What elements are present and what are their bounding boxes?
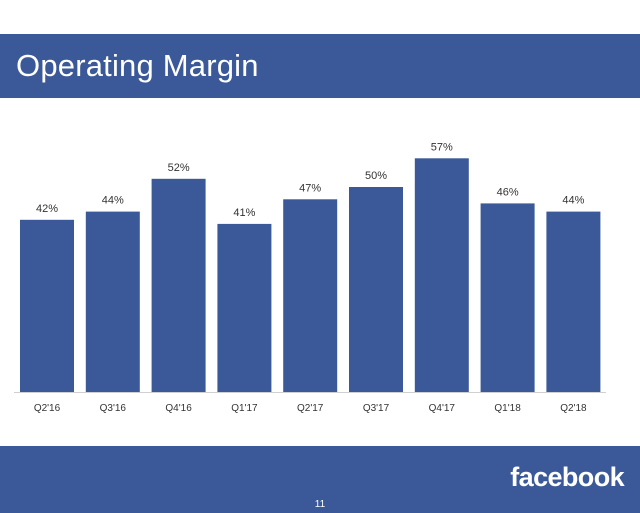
- x-tick-label: Q2'16: [34, 403, 61, 414]
- x-tick-label: Q2'17: [297, 403, 324, 414]
- x-tick-label: Q1'18: [494, 403, 521, 414]
- title-bar: Operating Margin: [0, 34, 640, 98]
- operating-margin-chart: 42% Q2'16 44% Q3'16 52% Q4'16 41% Q1'17 47% Q2'17…: [0, 98, 640, 420]
- facebook-logo: facebook: [510, 462, 624, 492]
- x-tick-label: Q3'17: [363, 403, 390, 414]
- bar-Q3'16: [85, 211, 140, 392]
- bar-Q4'16: [151, 178, 206, 392]
- data-label: 52%: [168, 162, 190, 174]
- bar-Q2'17: [283, 199, 338, 392]
- bar-chart-svg: 42% Q2'16 44% Q3'16 52% Q4'16 41% Q1'17 47% Q2'17…: [14, 141, 606, 414]
- footer-bar: facebook 11: [0, 446, 640, 513]
- bar-Q2'18: [546, 211, 601, 392]
- bar-Q3'17: [349, 187, 403, 392]
- data-label: 47%: [299, 182, 321, 194]
- x-tick-label: Q4'16: [165, 403, 192, 414]
- data-label: 44%: [102, 195, 124, 207]
- data-label: 44%: [562, 195, 584, 207]
- data-label: 50%: [365, 170, 387, 182]
- data-label: 41%: [233, 207, 255, 219]
- x-tick-label: Q1'17: [231, 403, 258, 414]
- bar-Q1'17: [217, 223, 272, 392]
- x-tick-label: Q3'16: [100, 403, 127, 414]
- bar-Q2'16: [20, 219, 74, 392]
- data-label: 46%: [497, 186, 519, 198]
- slide-title: Operating Margin: [16, 48, 259, 83]
- x-tick-label: Q2'18: [560, 403, 587, 414]
- bar-Q1'18: [480, 203, 535, 392]
- x-tick-label: Q4'17: [429, 403, 456, 414]
- data-label: 57%: [431, 141, 453, 153]
- bar-Q4'17: [414, 158, 469, 392]
- data-label: 42%: [36, 203, 58, 215]
- page-number: 11: [314, 499, 326, 510]
